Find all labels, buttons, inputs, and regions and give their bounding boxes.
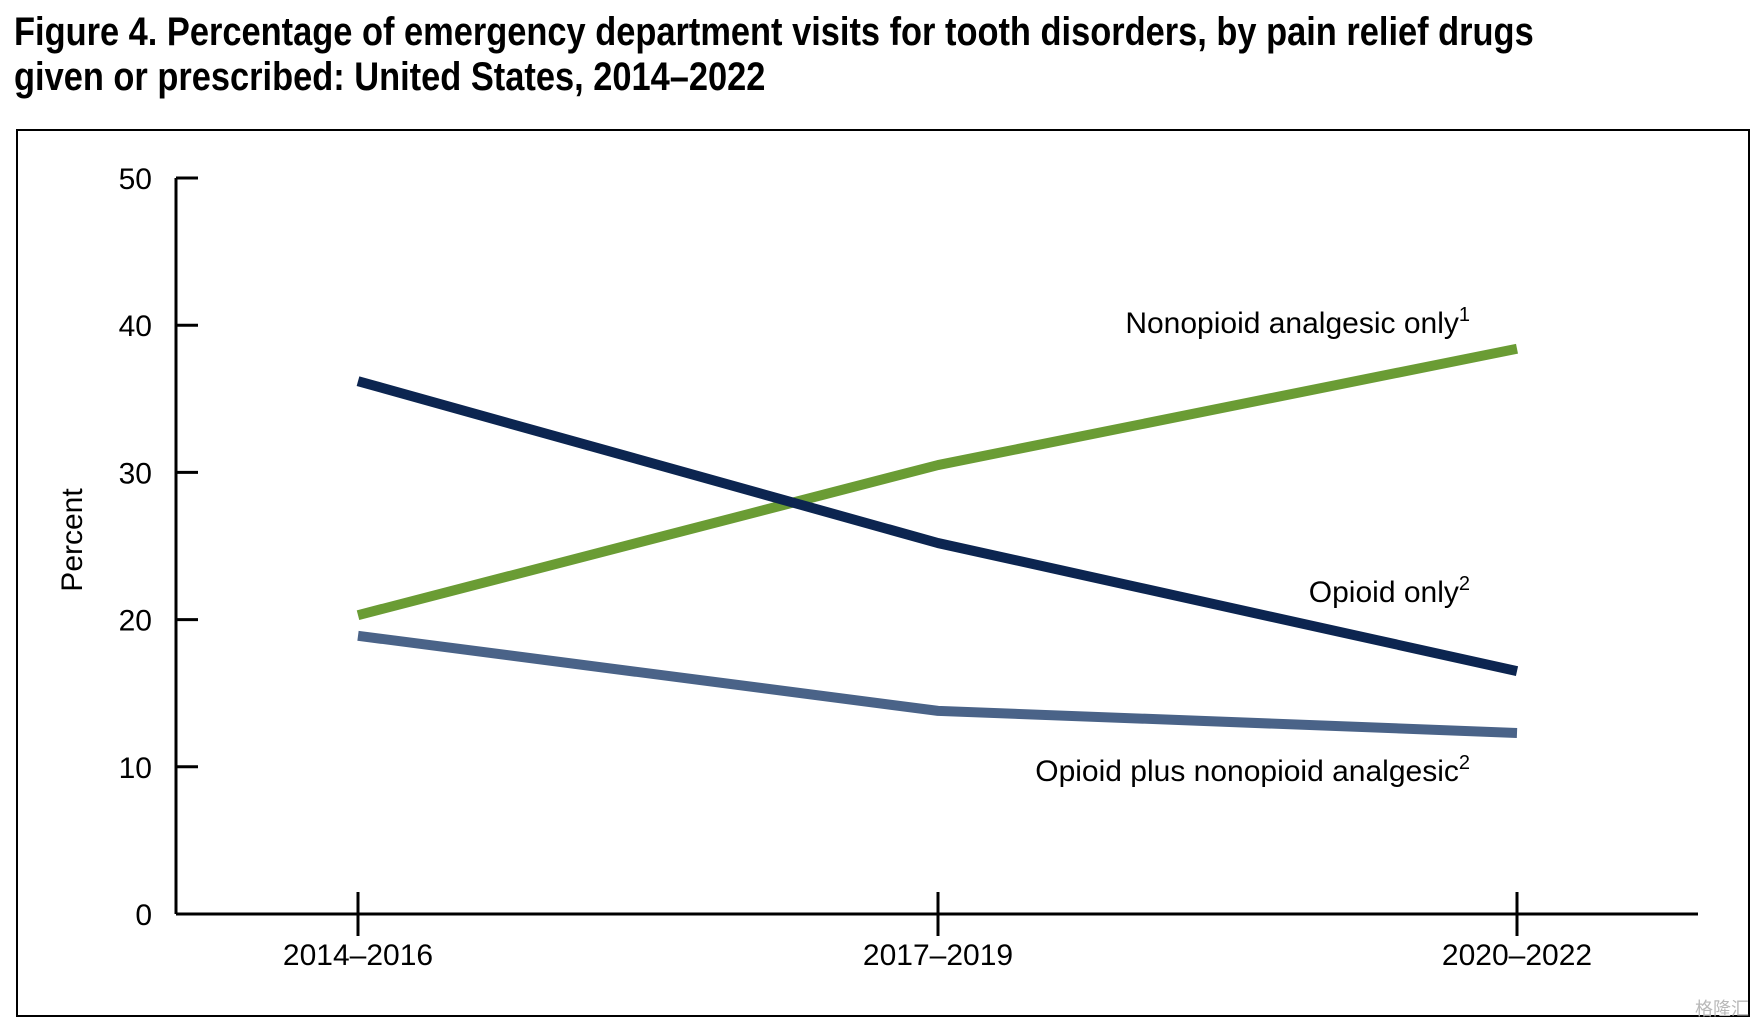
x-tick-label-1: 2017–2019 (863, 939, 1013, 972)
y-tick-label-30: 30 (119, 457, 152, 490)
watermark: 格隆汇 (1695, 999, 1749, 1020)
x-tick-label-2: 2020–2022 (1442, 939, 1592, 972)
series-lines: Nonopioid analgesic only1 Opioid only2 Opi… (356, 304, 1519, 788)
series-label-0: Nonopioid analgesic only1 (1125, 304, 1470, 340)
chart-frame (16, 129, 1750, 1017)
series-label-1: Opioid only2 (1309, 573, 1470, 609)
title-line-1: Figure 4. Percentage of emergency depart… (14, 10, 1534, 54)
y-tick-label-0: 0 (135, 899, 152, 932)
y-tick-label-20: 20 (119, 605, 152, 638)
y-axis-title: Percent (56, 488, 89, 592)
x-tick-label-0: 2014–2016 (283, 939, 433, 972)
y-tick-label-10: 10 (119, 752, 152, 785)
title-line-2: given or prescribed: United States, 2014… (14, 55, 766, 99)
series-line-1 (356, 376, 1519, 677)
axes: 0 10 20 30 40 50 2014–2016 2017–2019 2020–2022 (119, 163, 1698, 972)
series-label-2: Opioid plus nonopioid analgesic2 (1035, 752, 1470, 788)
series-line-2 (357, 630, 1518, 738)
y-tick-label-50: 50 (119, 163, 152, 196)
chart-title: Figure 4. Percentage of emergency depart… (14, 10, 1534, 100)
y-tick-label-40: 40 (119, 310, 152, 343)
